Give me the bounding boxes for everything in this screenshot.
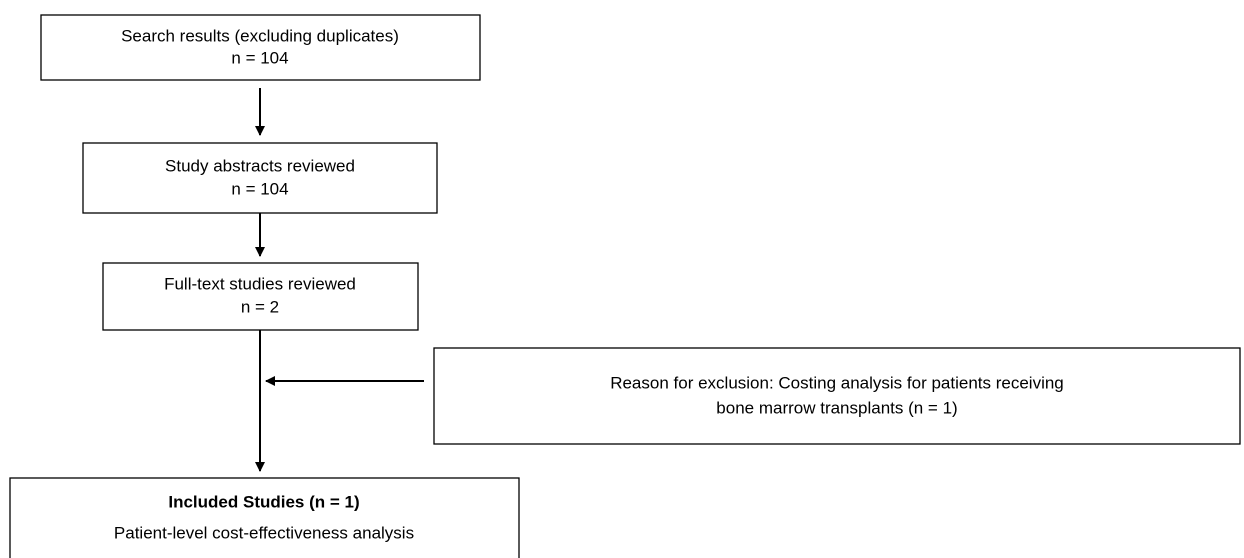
node-text: n = 104 xyxy=(231,48,288,67)
node-text: n = 2 xyxy=(241,297,279,316)
node-box xyxy=(9,477,520,558)
node-text: Search results (excluding duplicates) xyxy=(121,26,399,45)
node-text: n = 104 xyxy=(231,179,288,198)
node-text: Reason for exclusion: Costing analysis f… xyxy=(610,373,1064,392)
node-text: Patient-level cost-effectiveness analysi… xyxy=(114,523,414,542)
node-text: bone marrow transplants (n = 1) xyxy=(716,398,957,417)
node-box xyxy=(433,347,1241,445)
node-text: Full-text studies reviewed xyxy=(164,274,356,293)
node-text: Study abstracts reviewed xyxy=(165,156,355,175)
node-box xyxy=(102,262,419,331)
node-title: Included Studies (n = 1) xyxy=(168,492,359,511)
node-box xyxy=(40,14,481,81)
node-box xyxy=(82,142,438,214)
